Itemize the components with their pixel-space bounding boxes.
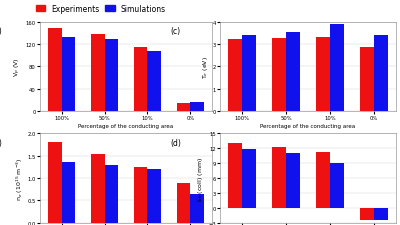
Bar [62, 163, 75, 223]
Bar [228, 144, 242, 208]
Bar [360, 48, 374, 111]
Bar [190, 102, 204, 111]
Bar [91, 35, 104, 111]
Bar [374, 208, 388, 220]
Bar [330, 164, 344, 208]
X-axis label: Percentage of the conducting area: Percentage of the conducting area [260, 123, 356, 128]
Bar [134, 167, 148, 223]
Bar [91, 154, 104, 223]
X-axis label: Percentage of the conducting area: Percentage of the conducting area [78, 123, 174, 128]
Bar [148, 51, 161, 111]
Legend: Experiments, Simulations: Experiments, Simulations [36, 5, 166, 14]
Bar [228, 40, 242, 111]
Bar [272, 148, 286, 208]
Bar [62, 38, 75, 111]
Bar [48, 143, 62, 223]
Bar [242, 36, 256, 111]
Bar [374, 36, 388, 111]
Bar [104, 165, 118, 223]
Y-axis label: l$_{sh}$ (coll) (mm): l$_{sh}$ (coll) (mm) [196, 156, 206, 201]
Bar [177, 103, 190, 111]
Text: (c): (c) [171, 27, 181, 36]
Bar [316, 38, 330, 111]
Bar [48, 29, 62, 111]
Bar [286, 154, 300, 208]
Bar [242, 150, 256, 208]
Bar [286, 32, 300, 111]
Bar [330, 25, 344, 111]
Bar [104, 40, 118, 111]
Text: (b): (b) [0, 138, 3, 147]
Text: (a): (a) [0, 27, 2, 36]
Y-axis label: V$_p$ (V): V$_p$ (V) [13, 57, 23, 77]
Y-axis label: n$_e$ (10$^{15}$ m$^{-3}$): n$_e$ (10$^{15}$ m$^{-3}$) [14, 157, 25, 200]
Bar [148, 169, 161, 223]
Bar [190, 194, 204, 223]
Bar [272, 39, 286, 111]
Bar [177, 183, 190, 223]
Y-axis label: T$_e$ (eV): T$_e$ (eV) [201, 55, 210, 79]
Bar [134, 47, 148, 111]
Bar [360, 208, 374, 220]
Text: (d): (d) [171, 138, 182, 147]
Bar [316, 152, 330, 208]
